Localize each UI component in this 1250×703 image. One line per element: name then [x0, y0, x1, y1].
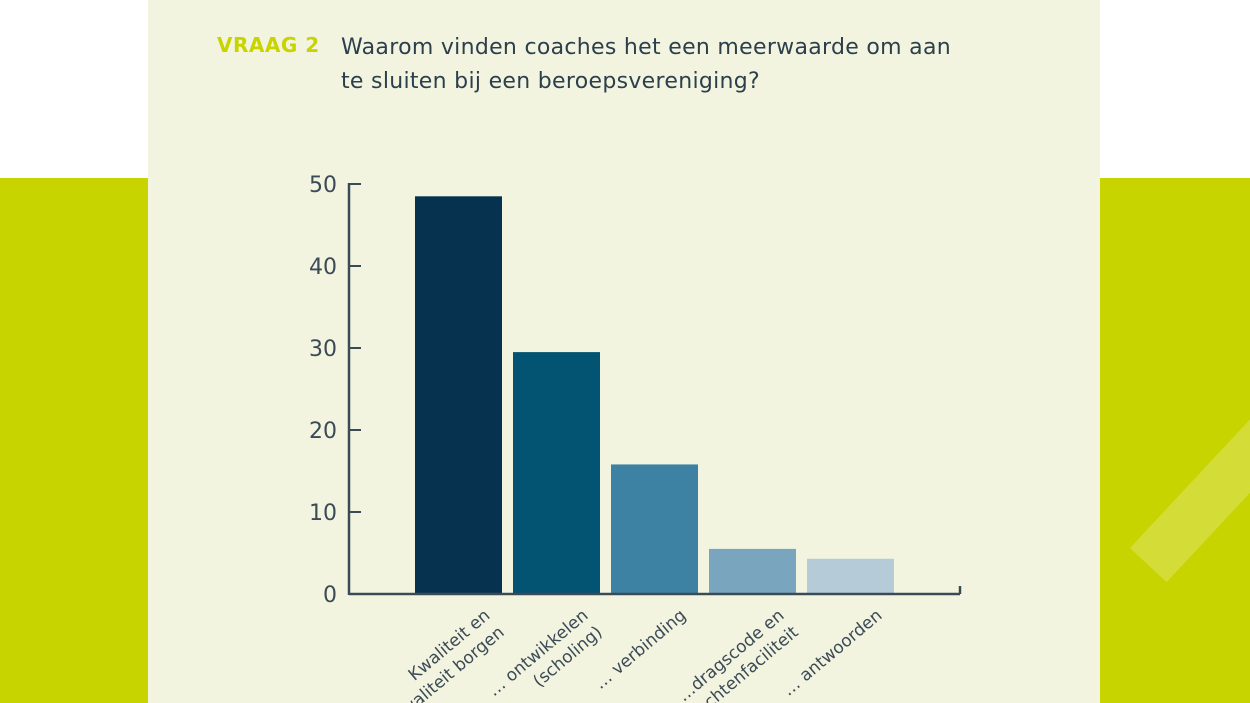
bar-2 — [513, 352, 600, 594]
question-title-line-2: te sluiten bij een beroepsvereniging? — [341, 69, 761, 94]
x-tick-label-3-line-1: … verbinding — [591, 606, 691, 694]
y-tick-label-10: 10 — [309, 501, 337, 526]
bar-1 — [415, 196, 502, 595]
x-tick-label-5-line-1: … antwoorden — [779, 606, 887, 701]
x-tick-label-group-5: … antwoorden — [779, 606, 887, 701]
question-title: Waarom vinden coaches het een meerwaarde… — [341, 31, 1021, 99]
y-tick-label-20: 20 — [309, 419, 337, 444]
y-tick-label-50: 50 — [309, 173, 337, 198]
bar-3 — [611, 464, 698, 594]
y-tick-label-40: 40 — [309, 255, 337, 280]
content-panel: VRAAG 2 Waarom vinden coaches het een me… — [148, 0, 1100, 703]
y-tick-label-0: 0 — [323, 583, 337, 608]
question-title-line-1: Waarom vinden coaches het een meerwaarde… — [341, 35, 951, 60]
x-tick-label-group-2: … ontwikkelen(scholing) — [484, 606, 606, 701]
x-tick-label-group-3: … verbinding — [591, 606, 691, 694]
y-tick-label-30: 30 — [309, 337, 337, 362]
bar-4 — [709, 548, 796, 594]
bar-5 — [807, 558, 894, 594]
question-number: VRAAG 2 — [217, 33, 320, 57]
